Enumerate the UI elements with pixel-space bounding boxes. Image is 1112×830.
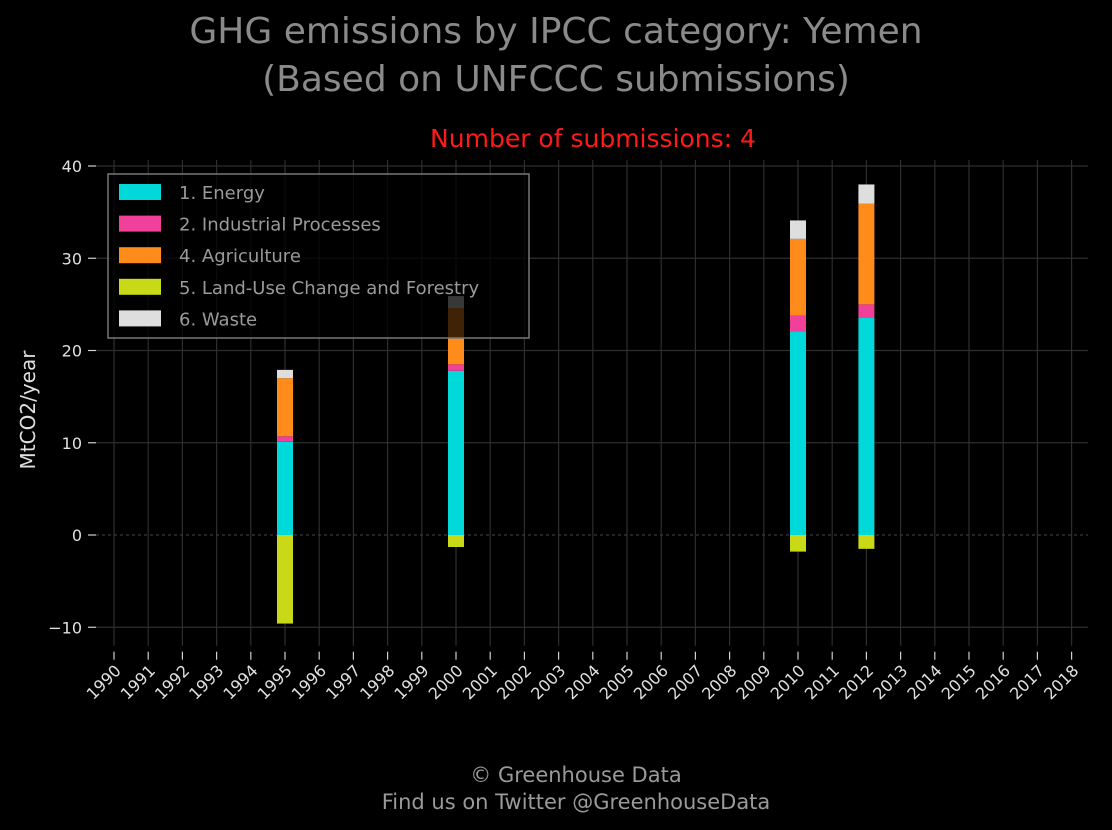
legend-swatch bbox=[119, 278, 161, 295]
y-axis-label: MtCO2/year bbox=[16, 350, 40, 470]
x-tick-label: 2015 bbox=[938, 661, 980, 703]
bar-segment bbox=[277, 378, 293, 437]
x-tick-label: 2006 bbox=[630, 661, 672, 703]
chart-title-line2: (Based on UNFCCC submissions) bbox=[262, 59, 850, 100]
bars-layer bbox=[277, 184, 875, 624]
bar-segment bbox=[790, 535, 806, 552]
x-tick-label: 2007 bbox=[664, 661, 706, 703]
x-tick-label: 2002 bbox=[493, 661, 535, 703]
y-tick-label: 20 bbox=[62, 342, 82, 361]
footer-credit: © Greenhouse Data bbox=[470, 763, 682, 787]
x-tick-label: 2011 bbox=[801, 661, 843, 703]
x-tick-label: 2013 bbox=[869, 661, 911, 703]
bar-segment bbox=[858, 184, 875, 204]
bar-segment bbox=[448, 535, 464, 547]
bar-segment bbox=[790, 238, 806, 316]
bar-segment bbox=[858, 203, 875, 305]
legend-label: 5. Land-Use Change and Forestry bbox=[179, 278, 479, 299]
x-tick-label: 2000 bbox=[425, 661, 467, 703]
y-tick-label: 30 bbox=[62, 249, 82, 268]
bar-segment bbox=[790, 315, 806, 332]
legend-box bbox=[107, 173, 530, 339]
legend-label: 4. Agriculture bbox=[179, 246, 301, 267]
y-tick-label: 40 bbox=[62, 157, 82, 176]
bar-segment bbox=[277, 369, 293, 379]
legend-swatch bbox=[119, 310, 161, 327]
footer-twitter: Find us on Twitter @GreenhouseData bbox=[381, 790, 771, 814]
x-tick-label: 2004 bbox=[561, 661, 603, 703]
x-tick-label: 2016 bbox=[972, 661, 1014, 703]
x-tick-label: 2003 bbox=[527, 661, 569, 703]
x-tick-label: 2012 bbox=[835, 661, 877, 703]
legend-swatch bbox=[119, 184, 161, 200]
x-tick-label: 2001 bbox=[459, 661, 501, 703]
y-tick-label: 10 bbox=[62, 434, 82, 453]
bar-segment bbox=[858, 317, 875, 535]
bar-segment bbox=[858, 535, 875, 549]
x-tick-label: 1996 bbox=[288, 661, 330, 703]
x-tick-label: 2005 bbox=[596, 661, 638, 703]
legend-label: 2. Industrial Processes bbox=[179, 215, 381, 236]
legend-swatch bbox=[119, 215, 161, 232]
bar-segment bbox=[448, 370, 464, 535]
x-tick-label: 2008 bbox=[698, 661, 740, 703]
legend: 1. Energy 2. Industrial Processes 4. Agric… bbox=[107, 173, 530, 339]
x-tick-label: 2017 bbox=[1006, 661, 1048, 703]
x-tick-label: 2009 bbox=[732, 661, 774, 703]
bar-segment bbox=[277, 535, 293, 624]
x-tick-label: 1995 bbox=[254, 661, 296, 703]
x-tick-label: 2018 bbox=[1040, 661, 1082, 703]
y-tick-label: −10 bbox=[48, 618, 82, 637]
x-tick-label: 2014 bbox=[903, 661, 945, 703]
bar-segment bbox=[858, 304, 875, 318]
x-tick-label: 1998 bbox=[356, 661, 398, 703]
bar-segment bbox=[790, 331, 806, 535]
x-tick-label: 1993 bbox=[185, 661, 227, 703]
chart-subtitle: Number of submissions: 4 bbox=[430, 124, 756, 153]
x-tick-label: 1997 bbox=[322, 661, 364, 703]
bar-segment bbox=[277, 441, 293, 535]
legend-label: 6. Waste bbox=[179, 309, 257, 330]
x-tick-label: 1990 bbox=[83, 661, 125, 703]
legend-label: 1. Energy bbox=[179, 183, 265, 204]
bar-segment bbox=[790, 220, 806, 239]
y-tick-label: 0 bbox=[72, 526, 82, 545]
x-tick-label: 1992 bbox=[151, 661, 193, 703]
x-tick-label: 1991 bbox=[117, 661, 159, 703]
chart-title-line1: GHG emissions by IPCC category: Yemen bbox=[189, 11, 923, 52]
bar-segment bbox=[448, 364, 464, 371]
bar-segment bbox=[277, 436, 293, 442]
x-tick-label: 2010 bbox=[767, 661, 809, 703]
legend-swatch bbox=[119, 247, 161, 264]
x-tick-label: 1999 bbox=[390, 661, 432, 703]
x-tick-label: 1994 bbox=[219, 661, 261, 703]
